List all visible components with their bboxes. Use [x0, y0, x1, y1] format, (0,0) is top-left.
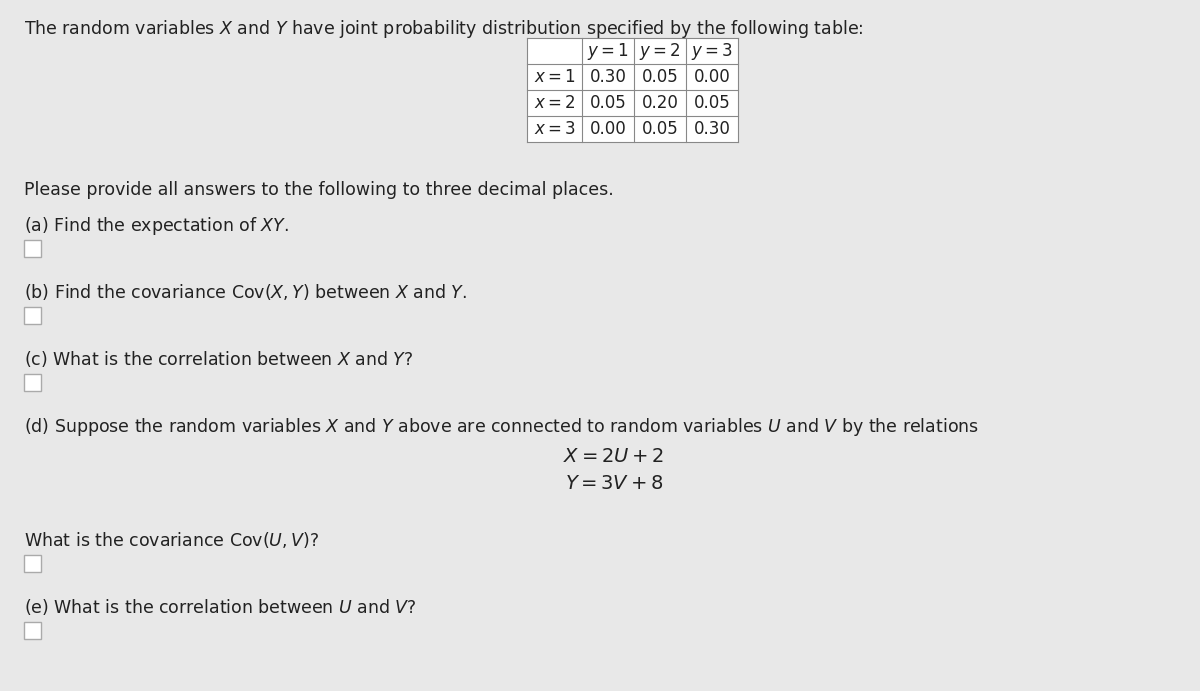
Text: What is the covariance Cov$(U, V)$?: What is the covariance Cov$(U, V)$?	[24, 530, 319, 550]
Text: $y=2$: $y=2$	[640, 41, 680, 61]
Text: 0.20: 0.20	[642, 94, 678, 112]
Text: $y=3$: $y=3$	[691, 41, 733, 61]
Bar	[24, 622, 41, 639]
Text: 0.00: 0.00	[589, 120, 626, 138]
Text: (c) What is the correlation between $X$ and $Y$?: (c) What is the correlation between $X$ …	[24, 349, 414, 369]
Text: $X = 2U + 2$: $X = 2U + 2$	[564, 447, 665, 466]
Bar	[24, 374, 41, 391]
Text: $x=1$: $x=1$	[534, 68, 576, 86]
Text: 0.05: 0.05	[694, 94, 731, 112]
Text: 0.30: 0.30	[694, 120, 731, 138]
Text: 0.05: 0.05	[589, 94, 626, 112]
Bar	[527, 38, 738, 142]
Text: 0.05: 0.05	[642, 120, 678, 138]
Bar	[24, 555, 41, 572]
Text: (b) Find the covariance Cov$(X, Y)$ between $X$ and $Y$.: (b) Find the covariance Cov$(X, Y)$ betw…	[24, 282, 467, 302]
Text: $Y = 3V + 8$: $Y = 3V + 8$	[565, 474, 664, 493]
Text: 0.30: 0.30	[589, 68, 626, 86]
Text: 0.00: 0.00	[694, 68, 731, 86]
Bar	[24, 240, 41, 257]
Text: $y=1$: $y=1$	[587, 41, 629, 61]
Text: Please provide all answers to the following to three decimal places.: Please provide all answers to the follow…	[24, 181, 613, 199]
Text: $x=3$: $x=3$	[534, 120, 576, 138]
Bar	[24, 307, 41, 324]
Text: (d) Suppose the random variables $X$ and $Y$ above are connected to random varia: (d) Suppose the random variables $X$ and…	[24, 416, 979, 438]
Text: $x=2$: $x=2$	[534, 94, 575, 112]
Text: (e) What is the correlation between $U$ and $V$?: (e) What is the correlation between $U$ …	[24, 597, 416, 617]
Text: The random variables $X$ and $Y$ have joint probability distribution specified b: The random variables $X$ and $Y$ have jo…	[24, 18, 864, 40]
Text: (a) Find the expectation of $XY$.: (a) Find the expectation of $XY$.	[24, 215, 289, 237]
Text: 0.05: 0.05	[642, 68, 678, 86]
